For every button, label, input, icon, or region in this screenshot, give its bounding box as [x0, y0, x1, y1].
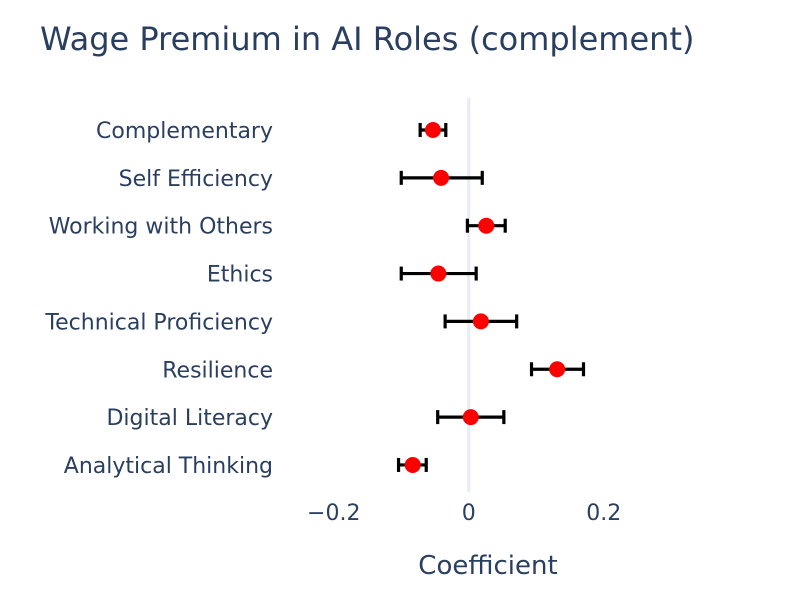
y-tick-label: Ethics: [207, 263, 273, 288]
y-tick-label: Working with Others: [49, 215, 273, 240]
y-tick-label: Resilience: [162, 358, 273, 383]
estimate-point: [425, 122, 441, 138]
estimate-point: [433, 170, 449, 186]
estimate-point: [430, 266, 446, 282]
x-tick-label: 0.2: [586, 501, 621, 526]
estimate-points: [405, 122, 565, 473]
y-tick-label: Self Efficiency: [119, 167, 273, 192]
estimate-point: [549, 361, 565, 377]
y-tick-label: Analytical Thinking: [64, 454, 273, 479]
y-tick-label: Complementary: [96, 119, 273, 144]
estimate-point: [473, 313, 489, 329]
y-axis-labels: Complementary Self Efficiency Working with…: [44, 119, 273, 479]
chart-title: Wage Premium in AI Roles (complement): [40, 20, 694, 58]
x-tick-label: 0: [462, 501, 476, 526]
y-tick-label: Digital Literacy: [106, 406, 273, 431]
estimate-point: [463, 409, 479, 425]
estimate-point: [478, 218, 494, 234]
x-axis-ticks: −0.2 0 0.2: [307, 501, 621, 526]
error-bars: [399, 123, 584, 472]
estimate-point: [405, 457, 421, 473]
x-tick-label: −0.2: [307, 501, 360, 526]
y-tick-label: Technical Proficiency: [44, 310, 273, 335]
x-axis-label: Coefficient: [418, 551, 557, 581]
